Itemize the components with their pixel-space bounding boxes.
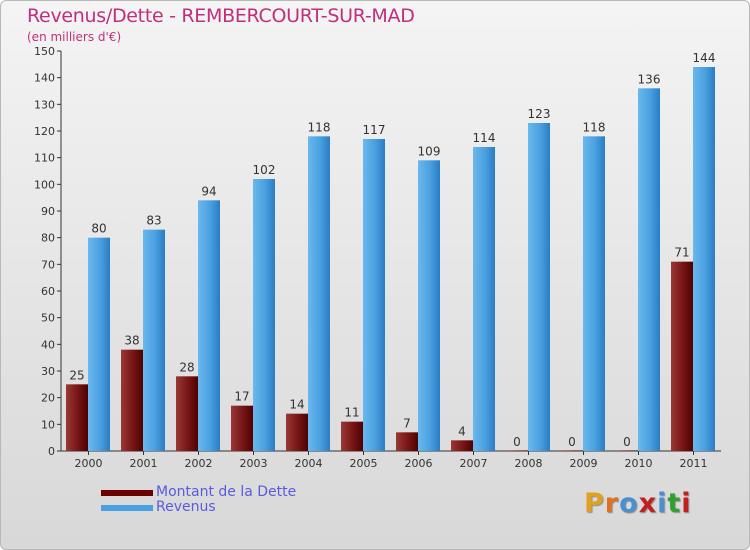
y-tick-label: 100 [34,178,55,191]
data-label: 83 [146,214,161,228]
data-label: 123 [528,107,551,121]
data-label: 94 [201,184,216,198]
data-label: 118 [583,120,606,134]
x-tick-label: 2011 [680,457,708,470]
bar-revenus [638,88,660,451]
data-label: 136 [638,72,661,86]
bars: 25 80 38 83 28 94 17 102 14 118 11 117 7 109 4 114 0 123 0… [66,51,716,452]
bar-revenus [418,160,440,452]
data-label: 0 [623,435,631,449]
bar-revenus [693,67,715,451]
data-label: 114 [473,131,496,145]
chart-subtitle: (en milliers d'€) [27,30,122,44]
bar-dette [671,261,693,451]
bar-dette [286,413,308,451]
axes: 0102030405060708090100110120130140150200… [34,45,721,470]
bar-revenus [253,179,275,451]
data-label: 17 [234,390,249,404]
bar-dette [451,440,473,451]
x-tick-label: 2010 [625,457,653,470]
data-label: 0 [513,435,521,449]
bar-dette [616,450,638,451]
bar-revenus [198,200,220,451]
x-tick-label: 2009 [570,457,598,470]
data-label: 80 [91,222,106,236]
bar-revenus [363,139,385,451]
data-label: 25 [69,368,84,382]
y-tick-label: 60 [41,285,55,298]
legend-label-dette: Montant de la Dette [156,484,297,500]
y-tick-label: 40 [41,338,55,351]
y-tick-label: 20 [41,392,55,405]
x-tick-label: 2006 [405,457,433,470]
x-tick-label: 2000 [75,457,103,470]
x-tick-label: 2004 [295,457,323,470]
x-tick-label: 2003 [240,457,268,470]
x-tick-label: 2002 [185,457,213,470]
x-tick-label: 2008 [515,457,543,470]
y-tick-label: 80 [41,232,55,245]
x-tick-label: 2005 [350,457,378,470]
data-label: 38 [124,334,139,348]
proxiti-logo: Proxiti [584,488,692,519]
bar-dette [341,421,363,451]
legend-swatch-dette [101,490,153,496]
y-tick-label: 120 [34,125,55,138]
bar-dette [396,432,418,451]
data-label: 109 [418,144,441,158]
chart-title: Revenus/Dette - REMBERCOURT-SUR-MAD [27,5,415,27]
y-tick-label: 150 [34,45,55,58]
data-label: 28 [179,360,194,374]
bar-dette [176,376,198,451]
data-label: 71 [674,246,689,260]
bar-dette [506,450,528,451]
y-tick-label: 30 [41,365,55,378]
y-tick-label: 140 [34,72,55,85]
data-label: 14 [289,398,304,412]
y-tick-label: 90 [41,205,55,218]
bar-dette [561,450,583,451]
y-tick-label: 50 [41,312,55,325]
data-label: 7 [403,416,411,430]
bar-revenus [308,136,330,452]
bar-dette [231,405,253,451]
y-tick-label: 110 [34,152,55,165]
x-tick-label: 2001 [130,457,158,470]
data-label: 117 [363,123,386,137]
bar-revenus [88,237,110,451]
data-label: 0 [568,435,576,449]
bar-revenus [583,136,605,452]
y-tick-label: 70 [41,258,55,271]
x-tick-label: 2007 [460,457,488,470]
bar-revenus [143,229,165,451]
data-label: 102 [253,163,276,177]
legend-label-revenus: Revenus [156,499,216,515]
bar-revenus [473,147,495,451]
bar-dette [66,384,88,451]
legend-swatch-revenus [101,505,153,511]
data-label: 4 [458,424,466,438]
bar-revenus [528,123,550,451]
data-label: 11 [344,406,359,420]
data-label: 144 [693,51,716,65]
bar-dette [121,349,143,451]
y-tick-label: 130 [34,98,55,111]
y-tick-label: 10 [41,418,55,431]
data-label: 118 [308,120,331,134]
y-tick-label: 0 [48,445,55,458]
